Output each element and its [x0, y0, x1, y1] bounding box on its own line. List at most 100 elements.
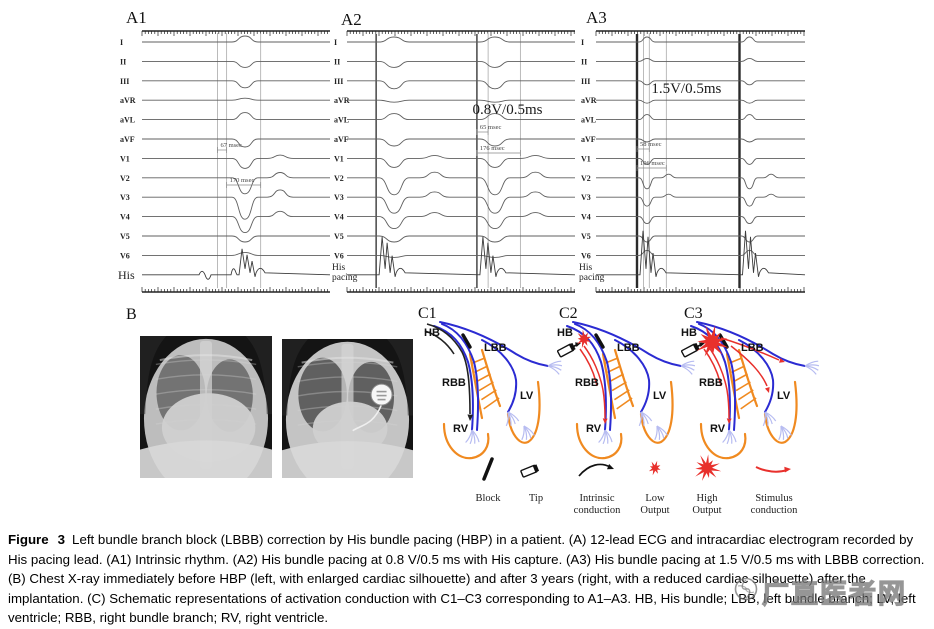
rv-label: RV [710, 423, 726, 435]
rv-label: RV [586, 423, 602, 435]
lead-label: V3 [334, 193, 344, 202]
legend-item-high-output: High Output [682, 452, 732, 518]
lead-label: V1 [334, 154, 344, 163]
ecg-panel-a1-intrinsic-rhythm: I II III aVR aVL aVF V1 V2 V3 V4 V5 V6 His 67 msec 170… [116, 26, 332, 307]
schematic-c2-low-output: HB LBB RBB LV RV [557, 318, 696, 475]
stimulus-conduction-arrow [583, 345, 606, 419]
lead-label: aVF [581, 135, 596, 144]
block-mark [594, 333, 605, 349]
lead-label: V5 [581, 232, 591, 241]
lead-label: II [120, 57, 126, 66]
block-icon [482, 457, 494, 481]
lead-label: I [581, 38, 584, 47]
panel-label-a3: A3 [586, 8, 607, 27]
lead-label: V5 [120, 232, 130, 241]
interval-annotation: 67 msec [220, 142, 242, 149]
panel-label-c1: C1 [418, 305, 437, 322]
lead-label: II [581, 57, 587, 66]
block-mark [718, 333, 729, 349]
chest-xray-image [140, 336, 272, 498]
panel-label-a1: A1 [126, 8, 147, 27]
lbb-label: LBB [741, 342, 764, 354]
interval-annotation: 170 msec [230, 177, 255, 184]
low-output-icon [648, 460, 661, 476]
panel-label-c3: C3 [684, 305, 703, 322]
pacemaker-device [370, 383, 393, 406]
stimulus-conduction-icon [755, 466, 791, 473]
ecg-panel-a2-his-pacing-0.8v: I II III aVR aVL aVF V1 V2 V3 V4 V5 V6 His pacing 0.8V… [330, 26, 577, 307]
rbb-label: RBB [442, 377, 466, 389]
lbb-label: LBB [617, 342, 640, 354]
high-output-star [696, 325, 729, 357]
interval-annotation: 58 msec [640, 141, 662, 148]
conduction-schematic: HB LBB RBB LV RV [681, 321, 820, 460]
legend-item-block: Block [464, 452, 512, 505]
conduction-schematic: HB LBB RBB LV RV [424, 321, 563, 460]
legend-item-intrinsic-conduction: Intrinsic conduction [562, 452, 632, 518]
block-mark [461, 333, 472, 349]
caption-figure-number: 3 [57, 532, 66, 547]
schematic-c1-intrinsic: HB LBB RBB LV RV [424, 318, 563, 475]
channel-label: His [118, 268, 135, 282]
lead-label: V6 [334, 251, 344, 260]
lead-label: V1 [120, 154, 130, 163]
legend-item-tip: Tip [514, 452, 558, 505]
pacing-tip-icon [681, 342, 700, 358]
chest-xray-image [282, 339, 413, 498]
panel-label-c2: C2 [559, 305, 578, 322]
legend-item-stimulus-conduction: Stimulus conduction [734, 452, 814, 518]
lead-label: V3 [581, 193, 591, 202]
lead-label: V2 [581, 174, 591, 183]
caption-body: Left bundle branch block (LBBB) correcti… [8, 532, 925, 626]
lead-label: V6 [581, 251, 591, 260]
lead-label: aVR [581, 96, 597, 105]
lead-label: II [334, 57, 340, 66]
interval-annotation: 176 msec [480, 145, 505, 152]
lead-label: aVR [120, 96, 136, 105]
high-output-icon [695, 454, 722, 481]
lead-label: V4 [334, 213, 344, 222]
lead-label: V3 [120, 193, 130, 202]
legend-label: Stimulus conduction [750, 493, 798, 517]
caption-figure-label: Figure [8, 532, 49, 547]
low-output-star [577, 329, 592, 349]
lead-label: I [120, 38, 123, 47]
legend-item-low-output: Low Output [632, 452, 678, 518]
rbb-label: RBB [699, 377, 723, 389]
hb-label: HB [557, 327, 573, 339]
lead-label: III [334, 77, 343, 86]
hb-label: HB [681, 327, 697, 339]
intrinsic-conduction-icon [578, 463, 614, 477]
lead-label: V1 [581, 154, 591, 163]
legend-label: Tip [528, 493, 544, 504]
legend-label: Block [475, 493, 501, 504]
lv-label: LV [653, 390, 667, 402]
interval-annotation: 65 msec [480, 124, 502, 131]
lead-label: III [120, 77, 129, 86]
lead-label: V6 [120, 251, 130, 260]
intrinsic-conduction-arrow [426, 323, 471, 415]
legend-label: High Output [692, 493, 722, 517]
legend-label: Intrinsic conduction [573, 493, 621, 517]
schematic-legend: Block Tip Intrinsic conduction Low Output Hi… [440, 452, 825, 524]
lead-label: III [581, 77, 590, 86]
xray-after-3-years [282, 339, 413, 498]
lbb-label: LBB [484, 342, 507, 354]
pacing-tip-icon [557, 342, 576, 358]
rv-label: RV [453, 423, 469, 435]
ecg-panel-a3-his-pacing-1.5v: I II III aVR aVL aVF V1 V2 V3 V4 V5 V6 His pacing 1.5V… [577, 26, 807, 307]
panel-label-b: B [126, 306, 137, 323]
schematic-c3-high-output: HB LBB RBB LV RV [681, 318, 820, 475]
pacing-output-label: 0.8V/0.5ms [472, 102, 542, 118]
lead-label: aVF [120, 135, 135, 144]
lead-label: V2 [120, 174, 130, 183]
legend-label: Low Output [640, 493, 670, 517]
conduction-schematic: HB LBB RBB LV RV [557, 321, 696, 460]
lead-label: aVL [120, 116, 135, 125]
pacing-tip-icon [520, 464, 540, 478]
stimulus-conduction-arrow [707, 345, 730, 419]
